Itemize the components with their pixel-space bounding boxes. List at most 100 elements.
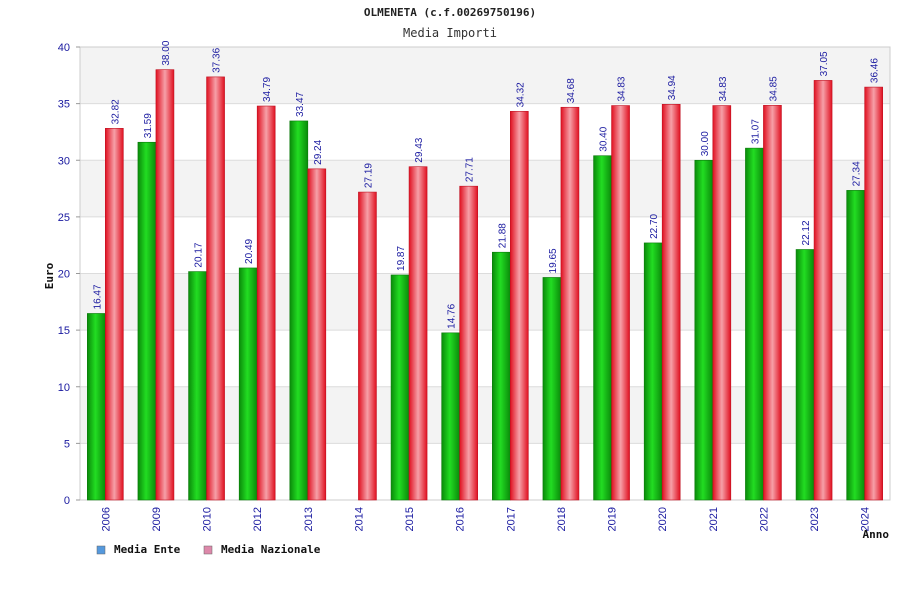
legend: Media Ente Media Nazionale [96,543,321,556]
data-label: 27.19 [363,163,374,188]
x-tick-label: 2009 [151,507,163,531]
data-label: 38.00 [161,40,172,65]
bar-media-ente [542,277,562,501]
bar-media-nazionale [459,185,478,501]
x-tick-label: 2006 [100,507,112,531]
data-label: 34.94 [667,75,678,100]
bar-media-ente [643,242,663,501]
data-label: 27.71 [465,157,476,182]
bar-media-ente [137,141,157,501]
legend-label-media-ente: Media Ente [114,543,181,556]
data-label: 31.59 [143,113,154,138]
bar-media-nazionale [358,191,377,501]
legend-swatch-media-ente [96,545,106,555]
bar-media-nazionale [864,86,883,501]
x-tick-label: 2014 [353,507,365,531]
data-label: 34.32 [515,82,526,107]
data-label: 37.05 [819,51,830,76]
y-tick-label: 10 [58,382,70,394]
data-label: 20.49 [244,238,255,263]
bar-media-ente [188,271,207,501]
y-tick-label: 25 [58,212,70,224]
bar-media-nazionale [307,168,327,501]
data-label: 34.83 [718,76,729,101]
bar-media-nazionale [611,105,630,501]
bar-media-ente [492,251,511,501]
x-tick-label: 2020 [657,507,669,531]
chart-title: OLMENETA (c.f.00269750196) [364,6,536,19]
data-label: 34.79 [262,77,273,102]
data-label: 22.70 [649,213,660,238]
data-label: 19.65 [548,248,559,273]
x-tick-label: 2024 [860,507,872,531]
data-label: 34.85 [768,76,779,101]
x-tick-label: 2016 [455,507,467,531]
data-label: 37.36 [212,47,223,72]
data-label: 16.47 [92,284,103,309]
chart-subtitle: Media Importi [403,26,497,40]
y-axis-ticks: 0 5 10 15 20 25 30 35 40 [58,42,80,507]
bar-media-nazionale [813,80,833,501]
x-tick-label: 2013 [303,507,315,531]
bar-media-ente [238,267,258,501]
bar-media-nazionale [155,69,175,501]
bar-media-ente [593,155,612,501]
bar-media-nazionale [256,105,276,501]
y-tick-label: 5 [64,438,70,450]
data-label: 22.12 [801,220,812,245]
data-label: 29.24 [313,139,324,164]
data-label: 27.34 [852,161,863,186]
x-tick-label: 2021 [708,507,720,531]
data-label: 32.82 [110,99,121,124]
bar-media-ente [745,147,764,501]
bar-media-nazionale [206,76,225,501]
bar-media-nazionale [560,106,580,501]
y-axis-label: Euro [43,262,56,289]
data-label: 34.68 [566,78,577,103]
data-label: 33.47 [295,91,306,116]
data-label: 21.88 [497,223,508,248]
x-tick-label: 2018 [556,507,568,531]
value-labels: 16.47 32.82 31.59 38.00 20.17 37.36 20.49 34.79… [92,40,880,329]
bar-media-ente [795,249,815,501]
data-label: 34.83 [617,76,628,101]
y-tick-label: 15 [58,325,70,337]
bars [87,69,883,501]
data-label: 20.17 [194,242,205,267]
y-tick-label: 40 [58,42,70,54]
data-label: 30.40 [599,126,610,151]
x-tick-label: 2022 [758,507,770,531]
bar-media-nazionale [661,104,681,501]
x-tick-label: 2019 [607,507,619,531]
bar-media-ente [390,274,410,501]
bar-media-ente [289,120,309,501]
data-label: 30.00 [700,131,711,156]
data-label: 29.43 [414,137,425,162]
bar-media-nazionale [510,111,529,501]
bar-media-nazionale [105,128,124,501]
data-label: 14.76 [447,303,458,328]
x-tick-label: 2015 [404,507,416,531]
legend-label-media-nazionale: Media Nazionale [221,543,321,556]
legend-swatch-media-nazionale [203,545,213,555]
y-tick-label: 35 [58,99,70,111]
data-label: 31.07 [750,119,761,144]
x-axis-ticks: 2006 2009 2010 2012 2013 2014 2015 2016 2017 2018… [100,507,871,531]
bar-media-nazionale [712,105,732,501]
x-tick-label: 2023 [809,507,821,531]
bar-media-ente [694,159,714,501]
y-tick-label: 0 [64,495,70,507]
y-tick-label: 30 [58,155,70,167]
bar-media-nazionale [763,105,782,501]
x-axis-label: Anno [863,528,890,541]
x-tick-label: 2012 [252,507,264,531]
bar-media-ente [441,332,460,501]
data-label: 19.87 [396,246,407,271]
x-tick-label: 2010 [202,507,214,531]
bar-media-ente [846,190,865,501]
bar-media-nazionale [408,166,428,501]
bar-media-ente [87,313,106,501]
y-tick-label: 20 [58,269,70,281]
x-tick-label: 2017 [505,507,517,531]
